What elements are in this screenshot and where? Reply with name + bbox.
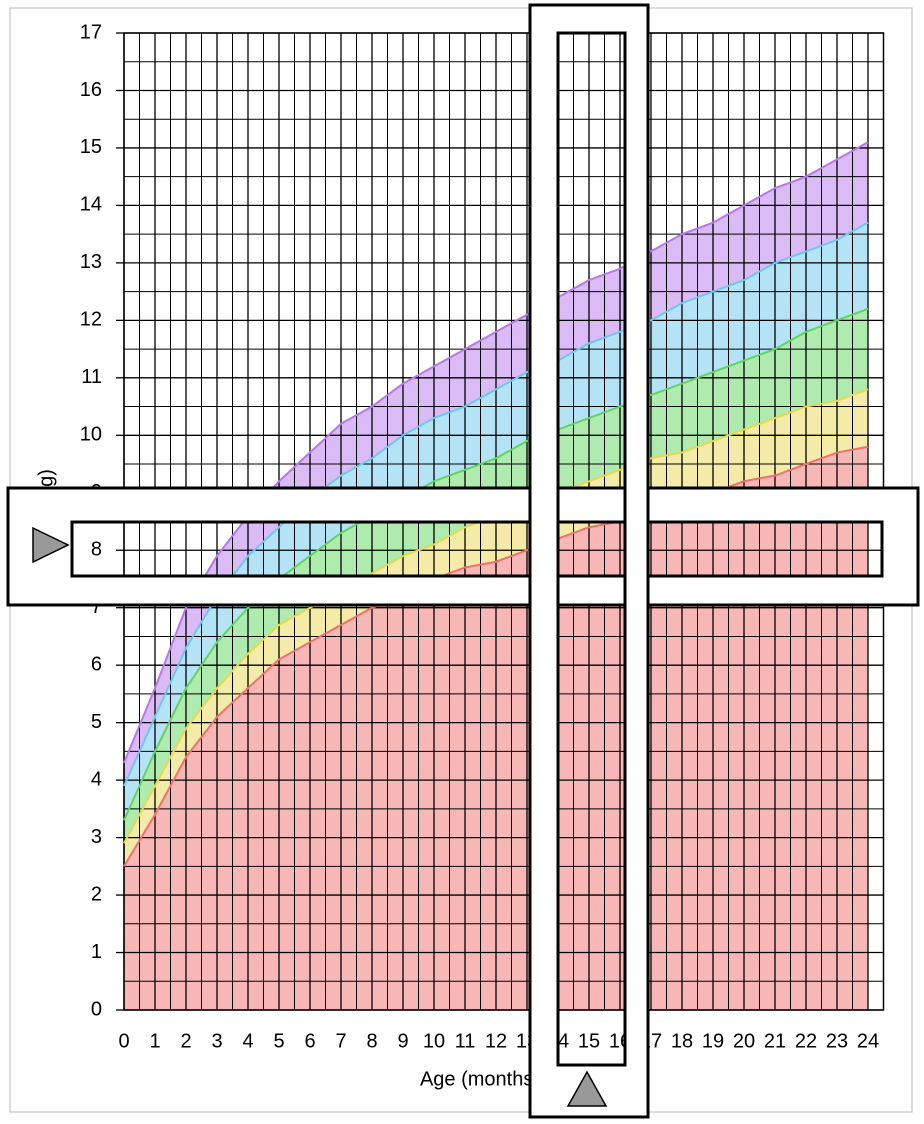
y-tick-label: 4 xyxy=(91,768,102,790)
x-tick-label: 12 xyxy=(485,1030,507,1052)
x-tick-label: 24 xyxy=(857,1030,879,1052)
x-tick-label: 4 xyxy=(242,1030,253,1052)
y-tick-label: 5 xyxy=(91,711,102,733)
series-line xyxy=(123,307,869,821)
x-tick-label: 7 xyxy=(335,1030,346,1052)
age-slider-window xyxy=(556,31,627,1067)
weight-slider-handle[interactable] xyxy=(32,526,70,564)
y-tick-label: 8 xyxy=(91,539,102,561)
x-tick-label: 2 xyxy=(180,1030,191,1052)
x-tick-label: 9 xyxy=(397,1030,408,1052)
x-tick-label: 1 xyxy=(149,1030,160,1052)
y-tick-label: 1 xyxy=(91,941,102,963)
y-tick-label: 16 xyxy=(80,79,102,101)
slider-overlay xyxy=(6,3,920,1119)
x-tick-label: 21 xyxy=(764,1030,786,1052)
y-tick-label: 15 xyxy=(80,136,102,158)
y-tick-label: 0 xyxy=(91,998,102,1020)
x-tick-label: 10 xyxy=(423,1030,445,1052)
y-tick-label: 17 xyxy=(80,21,102,43)
y-tick-label: 14 xyxy=(80,194,102,216)
y-tick-label: 7 xyxy=(91,596,102,618)
series-line xyxy=(123,445,869,867)
y-tick-label: 6 xyxy=(91,653,102,675)
x-tick-label: 3 xyxy=(211,1030,222,1052)
y-tick-label: 10 xyxy=(80,424,102,446)
x-tick-label: 0 xyxy=(118,1030,129,1052)
x-axis-label: Age (months) xyxy=(420,1068,540,1090)
x-tick-label: 8 xyxy=(366,1030,377,1052)
x-tick-label: 11 xyxy=(455,1030,476,1052)
x-tick-label: 15 xyxy=(578,1030,600,1052)
series-line xyxy=(123,221,869,787)
age-slider-handle[interactable] xyxy=(566,1070,608,1107)
x-tick-label: 23 xyxy=(826,1030,848,1052)
band-fill xyxy=(124,142,868,786)
y-tick-label: 12 xyxy=(80,309,102,331)
y-tick-label: 2 xyxy=(91,883,102,905)
y-tick-label: 13 xyxy=(80,251,102,273)
x-tick-label: 19 xyxy=(702,1030,724,1052)
band-fill xyxy=(124,389,868,867)
x-tick-label: 6 xyxy=(304,1030,315,1052)
x-tick-label: 22 xyxy=(795,1030,817,1052)
y-tick-label: 3 xyxy=(91,826,102,848)
y-tick-label: 11 xyxy=(81,366,102,388)
x-tick-label: 18 xyxy=(671,1030,693,1052)
weight-slider-window xyxy=(70,520,884,578)
x-tick-label: 20 xyxy=(733,1030,755,1052)
x-tick-label: 5 xyxy=(273,1030,284,1052)
